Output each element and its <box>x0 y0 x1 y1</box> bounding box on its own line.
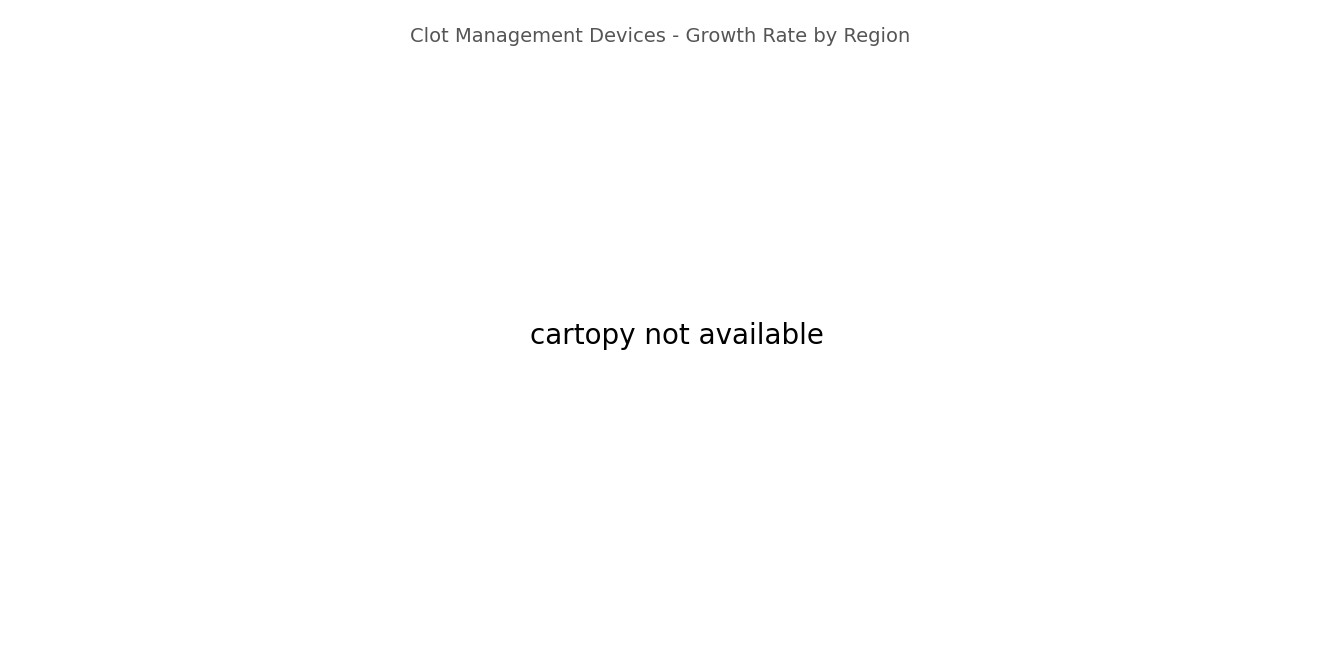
Text: cartopy not available: cartopy not available <box>529 322 824 350</box>
Text: Clot Management Devices - Growth Rate by Region: Clot Management Devices - Growth Rate by… <box>411 27 909 46</box>
